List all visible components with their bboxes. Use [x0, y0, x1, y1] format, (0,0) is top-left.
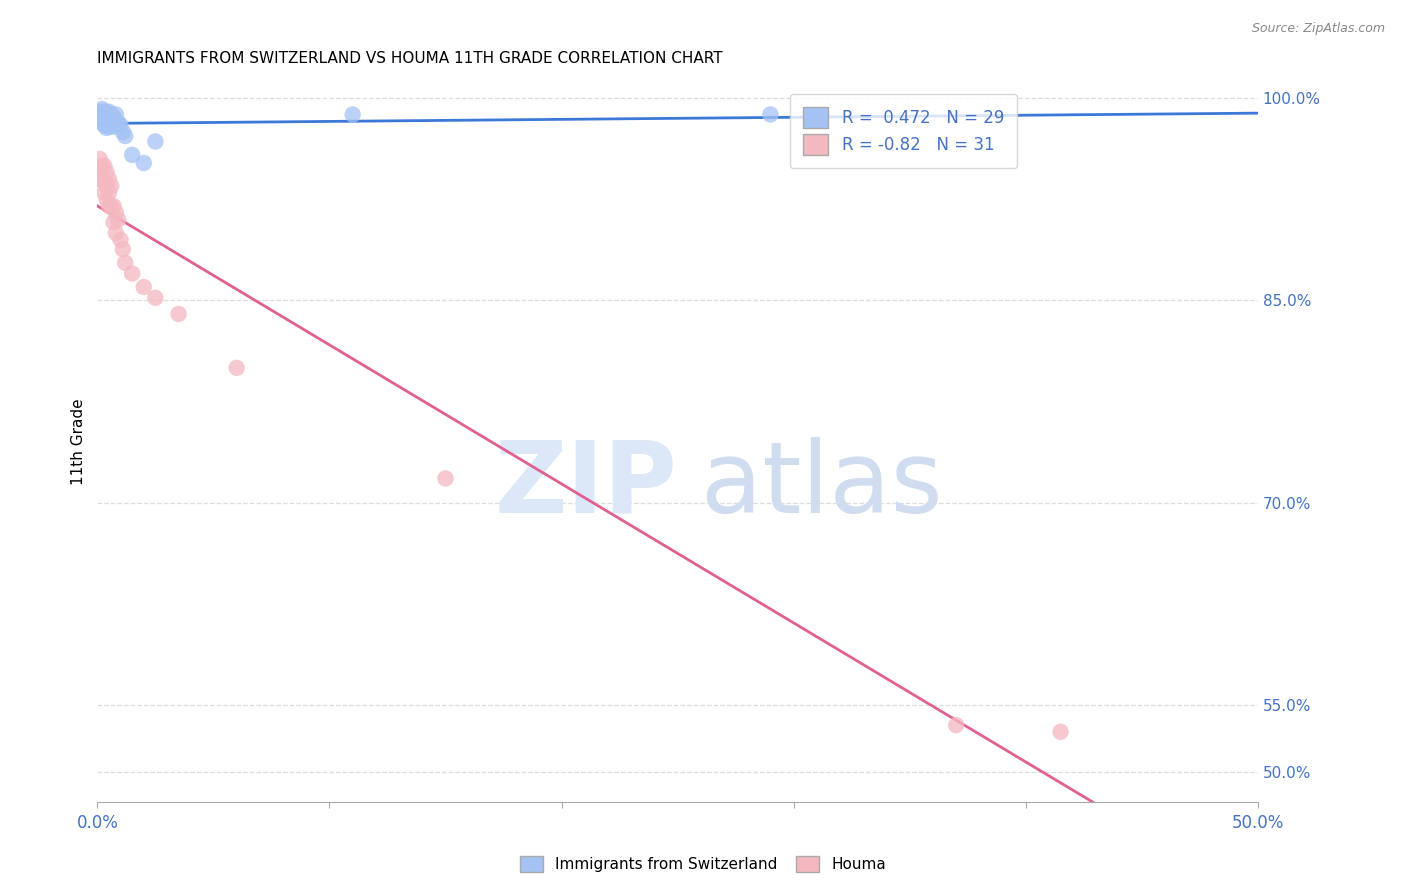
- Point: [97, 120, 120, 134]
- Legend: Immigrants from Switzerland, Houma: Immigrants from Switzerland, Houma: [513, 848, 893, 880]
- Point: [91, 172, 114, 186]
- Text: Source: ZipAtlas.com: Source: ZipAtlas.com: [1251, 22, 1385, 36]
- Point: [96, 107, 118, 121]
- Point: [114, 256, 136, 270]
- Point: [114, 129, 136, 144]
- Point: [111, 242, 134, 256]
- Point: [111, 125, 134, 139]
- Point: [100, 115, 122, 129]
- Point: [104, 114, 127, 128]
- Point: [97, 172, 120, 186]
- Point: [110, 118, 132, 132]
- Text: IMMIGRANTS FROM SWITZERLAND VS HOUMA 11TH GRADE CORRELATION CHART: IMMIGRANTS FROM SWITZERLAND VS HOUMA 11T…: [97, 51, 723, 66]
- Point: [93, 186, 115, 200]
- Y-axis label: 11th Grade: 11th Grade: [72, 399, 86, 485]
- Point: [100, 199, 122, 213]
- Point: [145, 291, 167, 305]
- Point: [93, 175, 115, 189]
- Point: [91, 107, 114, 121]
- Point: [91, 159, 114, 173]
- Point: [104, 107, 127, 121]
- Point: [103, 215, 125, 229]
- Point: [434, 471, 457, 485]
- Text: ZIP: ZIP: [495, 437, 678, 533]
- Point: [89, 152, 111, 166]
- Point: [96, 112, 118, 127]
- Point: [103, 120, 125, 134]
- Point: [100, 107, 122, 121]
- Point: [145, 135, 167, 149]
- Point: [93, 109, 115, 123]
- Point: [96, 193, 118, 207]
- Point: [100, 178, 122, 193]
- Point: [121, 267, 143, 281]
- Point: [93, 159, 115, 173]
- Point: [89, 112, 111, 126]
- Point: [91, 102, 114, 116]
- Point: [103, 110, 125, 124]
- Point: [110, 233, 132, 247]
- Point: [132, 156, 155, 170]
- Point: [107, 212, 129, 227]
- Point: [91, 115, 114, 129]
- Point: [96, 178, 118, 193]
- Point: [89, 172, 111, 186]
- Point: [342, 107, 364, 121]
- Point: [103, 199, 125, 213]
- Point: [93, 118, 115, 132]
- Point: [121, 148, 143, 162]
- Point: [97, 199, 120, 213]
- Point: [107, 115, 129, 129]
- Point: [89, 104, 111, 119]
- Point: [96, 165, 118, 179]
- Point: [97, 112, 120, 126]
- Legend: R =  0.472   N = 29, R = -0.82   N = 31: R = 0.472 N = 29, R = -0.82 N = 31: [790, 94, 1018, 168]
- Point: [167, 307, 190, 321]
- Point: [104, 206, 127, 220]
- Point: [225, 360, 247, 375]
- Point: [945, 718, 967, 732]
- Point: [93, 104, 115, 119]
- Point: [132, 280, 155, 294]
- Text: atlas: atlas: [700, 437, 942, 533]
- Point: [96, 120, 118, 135]
- Point: [97, 186, 120, 200]
- Point: [1049, 724, 1071, 739]
- Point: [97, 104, 120, 119]
- Point: [104, 226, 127, 240]
- Point: [759, 107, 782, 121]
